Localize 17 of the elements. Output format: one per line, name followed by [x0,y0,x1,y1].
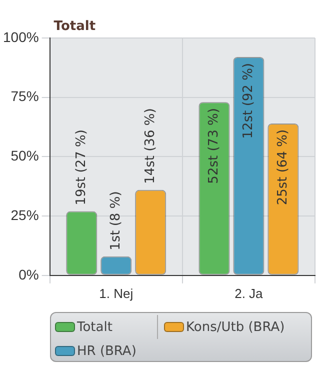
y-tick-label: 100% [2,28,39,45]
data-label: 14st (36 %) [142,108,158,184]
data-label: 12st (92 %) [241,62,256,139]
x-tick-label: 1. Nej [99,286,134,301]
chart-title: Totalt [54,18,96,34]
legend-label: HR (BRA) [76,342,138,360]
data-label: 25st (64 %) [276,129,291,206]
y-tick-label: 75% [10,88,39,104]
data-label: 1st (8 %) [108,191,124,250]
x-tick-label: 2. Ja [234,286,264,301]
legend-label: Totalt [76,318,114,336]
y-tick-label: 0% [18,266,39,282]
legend-label: Kons/Utb (BRA) [157,315,317,339]
y-tick-label: 50% [10,148,39,164]
y-tick-label: 25% [10,206,39,223]
data-label: 19st (27 %) [74,130,90,206]
data-label: 52st (73 %) [206,108,222,184]
